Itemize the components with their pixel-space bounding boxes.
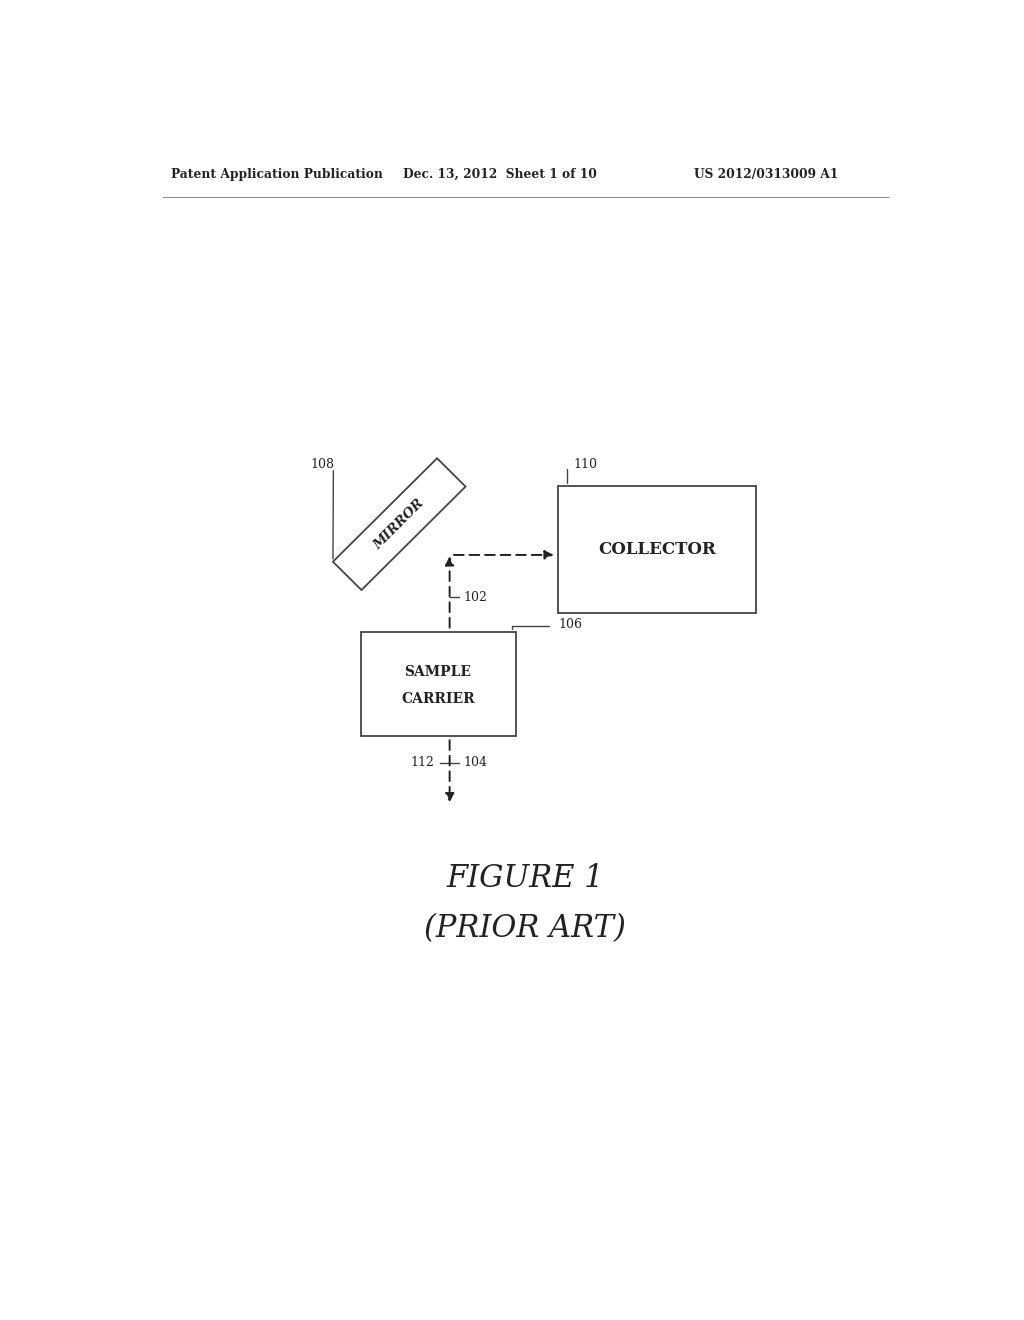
Text: CARRIER: CARRIER [401, 692, 475, 706]
Text: Dec. 13, 2012  Sheet 1 of 10: Dec. 13, 2012 Sheet 1 of 10 [403, 168, 597, 181]
Text: 104: 104 [464, 756, 487, 770]
Text: (PRIOR ART): (PRIOR ART) [424, 913, 626, 944]
Bar [360, 632, 515, 737]
Text: 112: 112 [411, 756, 434, 770]
Text: 108: 108 [310, 458, 334, 471]
Text: Patent Application Publication: Patent Application Publication [171, 168, 383, 181]
Polygon shape [333, 458, 466, 590]
Text: 110: 110 [573, 458, 598, 471]
Text: FIGURE 1: FIGURE 1 [446, 863, 603, 894]
Text: COLLECTOR: COLLECTOR [598, 541, 716, 557]
Text: 102: 102 [464, 591, 487, 603]
Text: US 2012/0313009 A1: US 2012/0313009 A1 [693, 168, 838, 181]
Text: SAMPLE: SAMPLE [404, 665, 471, 680]
Bar [558, 486, 756, 612]
Text: MIRROR: MIRROR [372, 496, 427, 552]
Text: 106: 106 [558, 618, 582, 631]
